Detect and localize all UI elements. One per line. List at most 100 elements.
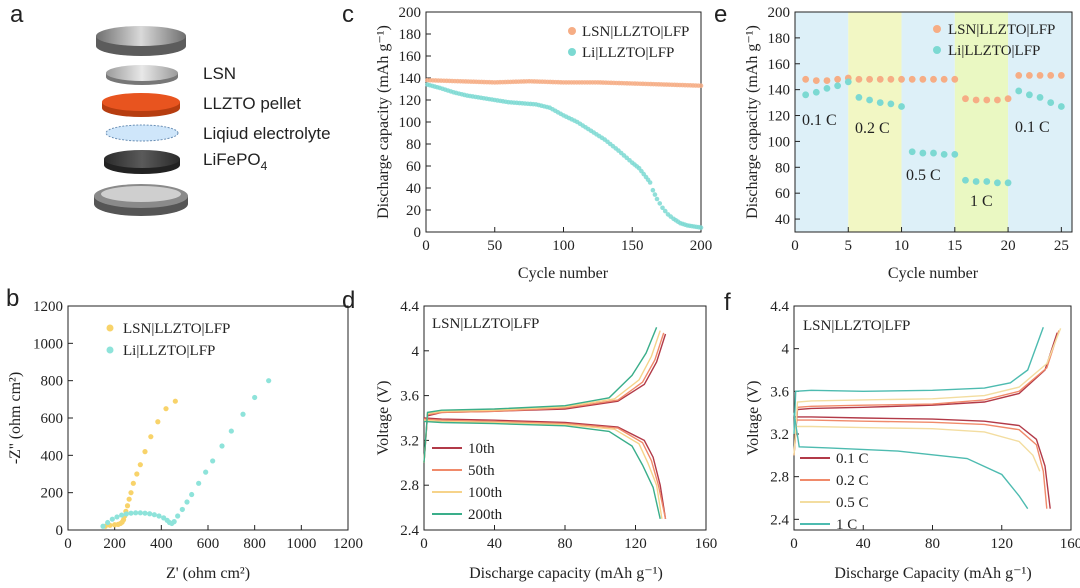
- panel-f-legend-label: 1 C: [836, 517, 857, 533]
- panel-f-ytick-label: 2.8: [770, 470, 789, 486]
- panel-e-point: [983, 178, 991, 185]
- panel-f-curve-discharge: [793, 412, 1029, 510]
- panel-e-point: [812, 88, 820, 96]
- panel-e-point: [802, 91, 810, 99]
- panel-c-ytick-label: 0: [414, 225, 422, 241]
- panel-e-point: [802, 75, 810, 83]
- panel-e-point: [855, 94, 863, 101]
- panel-b-point: [105, 519, 111, 526]
- panel-d-ytick-label: 2.4: [400, 523, 419, 539]
- panel-e-point: [1036, 72, 1044, 79]
- panel-d-xtick-label: 40: [487, 536, 502, 552]
- panel-f-curve-discharge: [794, 425, 1041, 472]
- panel-c-ytick-label: 140: [399, 71, 422, 87]
- panel-d-curve-discharge: [423, 417, 667, 519]
- panel-d-legend-label: 10th: [468, 441, 495, 457]
- panel-e-point: [930, 75, 937, 83]
- panel-b-ylabel: -Z'' (ohm cm²): [7, 372, 24, 464]
- panel-f-ytick-label: 4: [782, 342, 790, 358]
- panel-b-point: [151, 512, 157, 518]
- panel-c-point: [647, 180, 653, 185]
- panel-b-xtick-label: 1000: [286, 536, 316, 552]
- panel-b-xtick-label: 600: [197, 536, 220, 552]
- panel-c-chart: 0 50 100 150 200020406080100120140160180200 …: [375, 5, 712, 282]
- liquid-electrolyte-icon: [105, 124, 179, 142]
- panel-e-point: [876, 99, 884, 106]
- panel-b-chart: 0 200 400 600 800 1000 1200 0 200 400 600 800 1000 12…: [7, 299, 363, 582]
- panel-e-point: [898, 103, 905, 110]
- panel-c-ytick-label: 100: [399, 115, 422, 131]
- panel-b-point: [155, 419, 161, 425]
- panel-c-xtick-label: 150: [621, 238, 644, 254]
- panel-e-point: [951, 75, 959, 83]
- panel-e-legend: LSN|LLZTO|LFP Li|LLZTO|LFP: [933, 22, 1055, 59]
- schematic-label-llzto: LLZTO pellet: [203, 94, 301, 113]
- panel-b-point: [142, 449, 148, 455]
- panel-b-point: [156, 513, 162, 519]
- panel-b-ytick-label: 600: [41, 411, 64, 427]
- panel-b-ytick-label: 0: [56, 523, 64, 539]
- panel-b-point: [128, 510, 134, 516]
- panel-d-ytick-label: 4.4: [400, 299, 419, 315]
- panel-d-curve-discharge: [423, 418, 667, 519]
- panel-e-ytick-label: 200: [768, 5, 791, 21]
- panel-f-curve-discharge: [794, 419, 1048, 509]
- schematic-label-electrolyte: Liqiud electrolyte: [203, 124, 331, 143]
- panel-e-point: [1025, 72, 1033, 79]
- panel-c-ytick-label: 20: [406, 203, 421, 219]
- panel-e-point: [919, 75, 927, 83]
- schematic-lifepo4-main: LiFePO: [203, 150, 261, 169]
- panel-e-point: [972, 96, 980, 104]
- panel-d-curve-charge: [423, 333, 667, 463]
- panel-e-ytick-label: 100: [768, 134, 791, 150]
- lifepo4-disk-icon: [104, 150, 180, 174]
- panel-f-xlabel: Discharge Capacity (mAh g⁻¹): [834, 565, 1031, 582]
- panel-b-xlabel: Z' (ohm cm²): [166, 565, 250, 582]
- schematic-label-lsn: LSN: [203, 64, 236, 83]
- panel-b-point: [203, 469, 209, 475]
- panel-f-xtick-label: 80: [925, 536, 940, 552]
- legend-marker-lsn: [933, 25, 941, 33]
- panel-d-title: LSN|LLZTO|LFP: [432, 316, 539, 332]
- panel-d-ytick-label: 2.8: [400, 478, 419, 494]
- panel-c-xtick-label: 50: [487, 238, 502, 254]
- panel-b-ytick-label: 1000: [33, 336, 63, 352]
- panel-b-point: [196, 480, 202, 486]
- rate-label-0.1c-first: 0.1 C: [802, 112, 837, 129]
- panel-e-xtick-label: 0: [791, 238, 799, 254]
- panel-b-point: [100, 523, 106, 529]
- panel-e-point: [1025, 91, 1033, 99]
- panel-b-point: [210, 458, 216, 464]
- cell-schematic: LSN LLZTO pellet Liqiud electrolyte LiFe…: [94, 26, 331, 216]
- panel-c-xtick-label: 0: [422, 238, 430, 254]
- panel-e-xtick-label: 5: [845, 238, 853, 254]
- panel-e-point: [823, 77, 831, 84]
- rate-region: [954, 12, 1009, 232]
- panel-c-xtick-label: 200: [690, 238, 713, 254]
- panel-b-point: [179, 506, 185, 513]
- panel-b-point: [175, 513, 181, 519]
- panel-e-point: [834, 75, 842, 83]
- panel-c-ytick-label: 160: [399, 49, 422, 65]
- lsn-disk-icon: [106, 65, 178, 85]
- panel-e-point: [866, 96, 873, 104]
- panel-f-ytick-label: 2.4: [770, 512, 789, 528]
- panel-b-point: [109, 516, 115, 522]
- panel-e-point: [951, 150, 959, 158]
- panel-e-point: [983, 96, 991, 104]
- panel-e-point: [812, 77, 820, 84]
- panel-c-xlabel: Cycle number: [518, 265, 609, 282]
- panel-b-point: [148, 434, 154, 440]
- panel-c-point: [652, 192, 658, 197]
- legend-marker-li: [568, 48, 576, 56]
- panel-b-point: [240, 411, 246, 417]
- panel-f-ylabel: Voltage (V): [745, 381, 762, 456]
- panel-b-point: [184, 499, 190, 505]
- panel-b-ytick-label: 200: [41, 486, 64, 502]
- panel-b-point: [142, 510, 148, 516]
- rate-label-0.1c-last: 0.1 C: [1015, 119, 1050, 136]
- panel-f-ytick-label: 4.4: [770, 299, 789, 315]
- llzto-pellet-icon: [102, 93, 180, 117]
- panel-b-point: [147, 511, 153, 517]
